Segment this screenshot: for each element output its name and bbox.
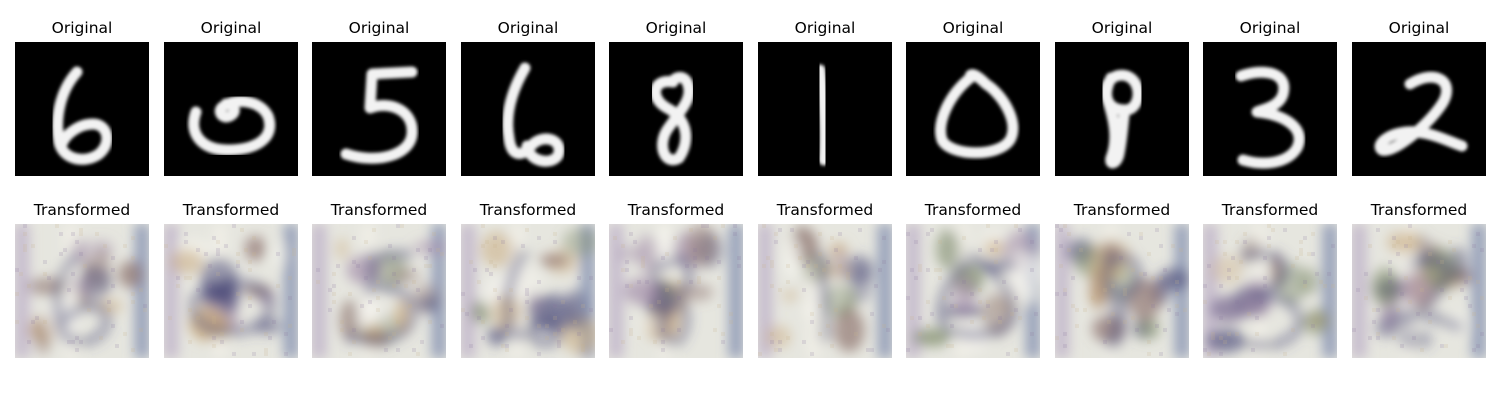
transformed-title: Transformed <box>924 201 1022 219</box>
transformed-image <box>609 224 743 358</box>
original-digit-image <box>758 42 892 176</box>
transformed-image <box>15 224 149 358</box>
original-digit-image <box>1203 42 1337 176</box>
original-digit-image <box>461 42 595 176</box>
original-title: Original <box>942 19 1004 37</box>
transformed-image <box>758 224 892 358</box>
transformed-image <box>906 224 1040 358</box>
digit-stroke <box>1374 71 1468 156</box>
digit-stroke <box>814 64 831 166</box>
original-digit-image <box>164 42 298 176</box>
original-title: Original <box>1091 19 1153 37</box>
digit-stroke <box>1100 69 1144 169</box>
digit-stroke <box>935 69 1019 159</box>
transformed-title: Transformed <box>1221 201 1319 219</box>
transformed-title: Transformed <box>182 201 280 219</box>
transformed-title: Transformed <box>479 201 577 219</box>
original-digit-image <box>15 42 149 176</box>
transformed-image <box>461 224 595 358</box>
digit-stroke <box>340 66 418 164</box>
original-digit-image <box>906 42 1040 176</box>
digit-stroke <box>52 66 113 165</box>
transformed-image <box>312 224 446 358</box>
transformed-image <box>1055 224 1189 358</box>
transformed-title: Transformed <box>33 201 131 219</box>
original-digit-image <box>312 42 446 176</box>
original-title: Original <box>348 19 410 37</box>
transformed-image <box>1352 224 1486 358</box>
original-title: Original <box>51 19 113 37</box>
transformed-image <box>164 224 298 358</box>
transformed-title: Transformed <box>627 201 725 219</box>
original-digit-image <box>1055 42 1189 176</box>
transformed-title: Transformed <box>776 201 874 219</box>
original-title: Original <box>497 19 559 37</box>
original-title: Original <box>200 19 262 37</box>
original-title: Original <box>1239 19 1301 37</box>
original-digit-image <box>609 42 743 176</box>
original-title: Original <box>645 19 707 37</box>
original-title: Original <box>794 19 856 37</box>
transformed-title: Transformed <box>1073 201 1171 219</box>
original-digit-image <box>1352 42 1486 176</box>
transformed-title: Transformed <box>1370 201 1468 219</box>
digit-stroke <box>1235 66 1305 169</box>
digit-stroke <box>188 95 276 156</box>
transformed-title: Transformed <box>330 201 428 219</box>
original-title: Original <box>1388 19 1450 37</box>
digit-stroke <box>502 62 565 167</box>
transformed-image <box>1203 224 1337 358</box>
digit-stroke <box>650 71 695 166</box>
